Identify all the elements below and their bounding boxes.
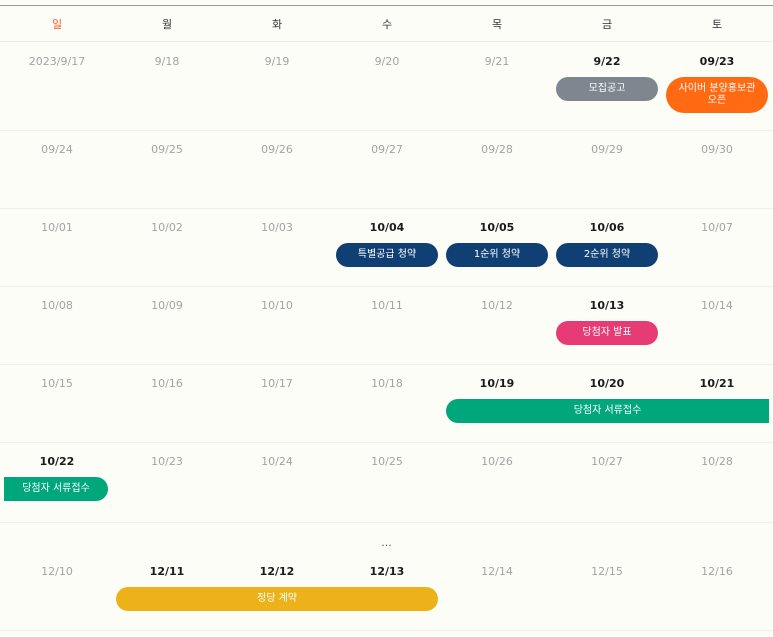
day-cell-date: 10/22 [39,455,75,468]
weekday-2: 화 [271,18,283,31]
schedule-calendar: 일 월 화 수 목 금 토 2023/9/17 9/18 9/19 9/20 9/21 9/22 09/… [0,5,773,631]
week-row: 10/22 10/23 10/24 10/25 10/26 10/27 10/28 당첨자 서… [0,443,773,523]
schedule-event[interactable]: 모집공고 [556,77,658,101]
day-cell-date: 10/09 [151,299,183,312]
day-cell-date: 12/15 [591,565,623,578]
day-cell-date: 09/28 [481,143,513,156]
day-cell-date: 9/21 [484,55,510,68]
schedule-event[interactable]: 당첨자 발표 [556,321,658,345]
week-row: 12/10 12/11 12/12 12/13 12/14 12/15 12/16 정당 계약 [0,553,773,631]
schedule-event[interactable]: 1순위 청약 [446,243,548,267]
day-cell-date: 12/14 [481,565,513,578]
week-row: 10/08 10/09 10/10 10/11 10/12 10/13 10/14 당첨자 발… [0,287,773,365]
weekday-0: 일 [51,18,63,31]
schedule-event[interactable]: 특별공급 청약 [336,243,438,267]
day-cell-date: 10/07 [701,221,733,234]
weekday-5: 금 [601,18,613,31]
day-cell-date: 10/16 [151,377,183,390]
day-cell-date: 10/25 [371,455,403,468]
day-cell-date: 9/20 [374,55,400,68]
day-cell-date: 10/28 [701,455,733,468]
day-cell-date: 10/10 [261,299,293,312]
day-cell-date: 09/23 [699,55,735,68]
day-cell-date: 10/26 [481,455,513,468]
day-cell-date: 10/19 [479,377,515,390]
weekday-3: 수 [381,18,393,31]
day-cell-date: 10/04 [369,221,405,234]
day-cell-date: 10/24 [261,455,293,468]
day-cell-date: 9/22 [593,55,621,68]
day-cell-date: 09/29 [591,143,623,156]
day-cell-date: 12/11 [149,565,185,578]
day-cell-date: 10/14 [701,299,733,312]
day-cell-date: 12/10 [41,565,73,578]
schedule-event[interactable]: 당첨자 서류접수 [446,399,769,423]
schedule-event[interactable]: 당첨자 서류접수 [4,477,108,501]
day-cell-date: 10/23 [151,455,183,468]
day-cell-date: 10/01 [41,221,73,234]
week-row: 09/24 09/25 09/26 09/27 09/28 09/29 09/30 [0,131,773,209]
day-cell-date: 10/13 [589,299,625,312]
day-cell-date: 2023/9/17 [28,55,86,68]
day-cell-date: 9/18 [154,55,180,68]
more-indicator: ... [381,536,392,549]
day-cell-date: 10/06 [589,221,625,234]
day-cell-date: 09/26 [261,143,293,156]
day-cell-date: 09/30 [701,143,733,156]
day-cell-date: 10/17 [261,377,293,390]
day-cell-date: 9/19 [264,55,290,68]
day-cell-date: 10/12 [481,299,513,312]
weekday-1: 월 [161,18,173,31]
day-cell-date: 10/02 [151,221,183,234]
week-row: 2023/9/17 9/18 9/19 9/20 9/21 9/22 09/23 모집공고 사이… [0,43,773,131]
day-cell-date: 10/15 [41,377,73,390]
week-row: 10/01 10/02 10/03 10/04 10/05 10/06 10/07 특별공급 … [0,209,773,287]
day-cell-date: 12/12 [259,565,295,578]
day-cell-date: 10/21 [699,377,735,390]
day-cell-date: 09/27 [371,143,403,156]
day-cell-date: 10/20 [589,377,625,390]
day-cell-date: 09/25 [151,143,183,156]
day-cell-date: 10/18 [371,377,403,390]
day-cell-date: 10/08 [41,299,73,312]
day-cell-date: 09/24 [41,143,73,156]
day-cell-date: 10/11 [371,299,403,312]
day-cell-date: 12/13 [369,565,405,578]
schedule-event[interactable]: 정당 계약 [116,587,438,611]
week-row: 10/15 10/16 10/17 10/18 10/19 10/20 10/21 당첨자 서… [0,365,773,443]
day-cell-date: 10/27 [591,455,623,468]
day-cell-date: 12/16 [701,565,733,578]
schedule-event[interactable]: 2순위 청약 [556,243,658,267]
schedule-event[interactable]: 사이버 분양홍보관 오픈 [666,77,768,113]
weekday-4: 목 [491,18,503,31]
day-cell-date: 10/05 [479,221,515,234]
day-cell-date: 10/03 [261,221,293,234]
weekday-6: 토 [711,18,723,31]
